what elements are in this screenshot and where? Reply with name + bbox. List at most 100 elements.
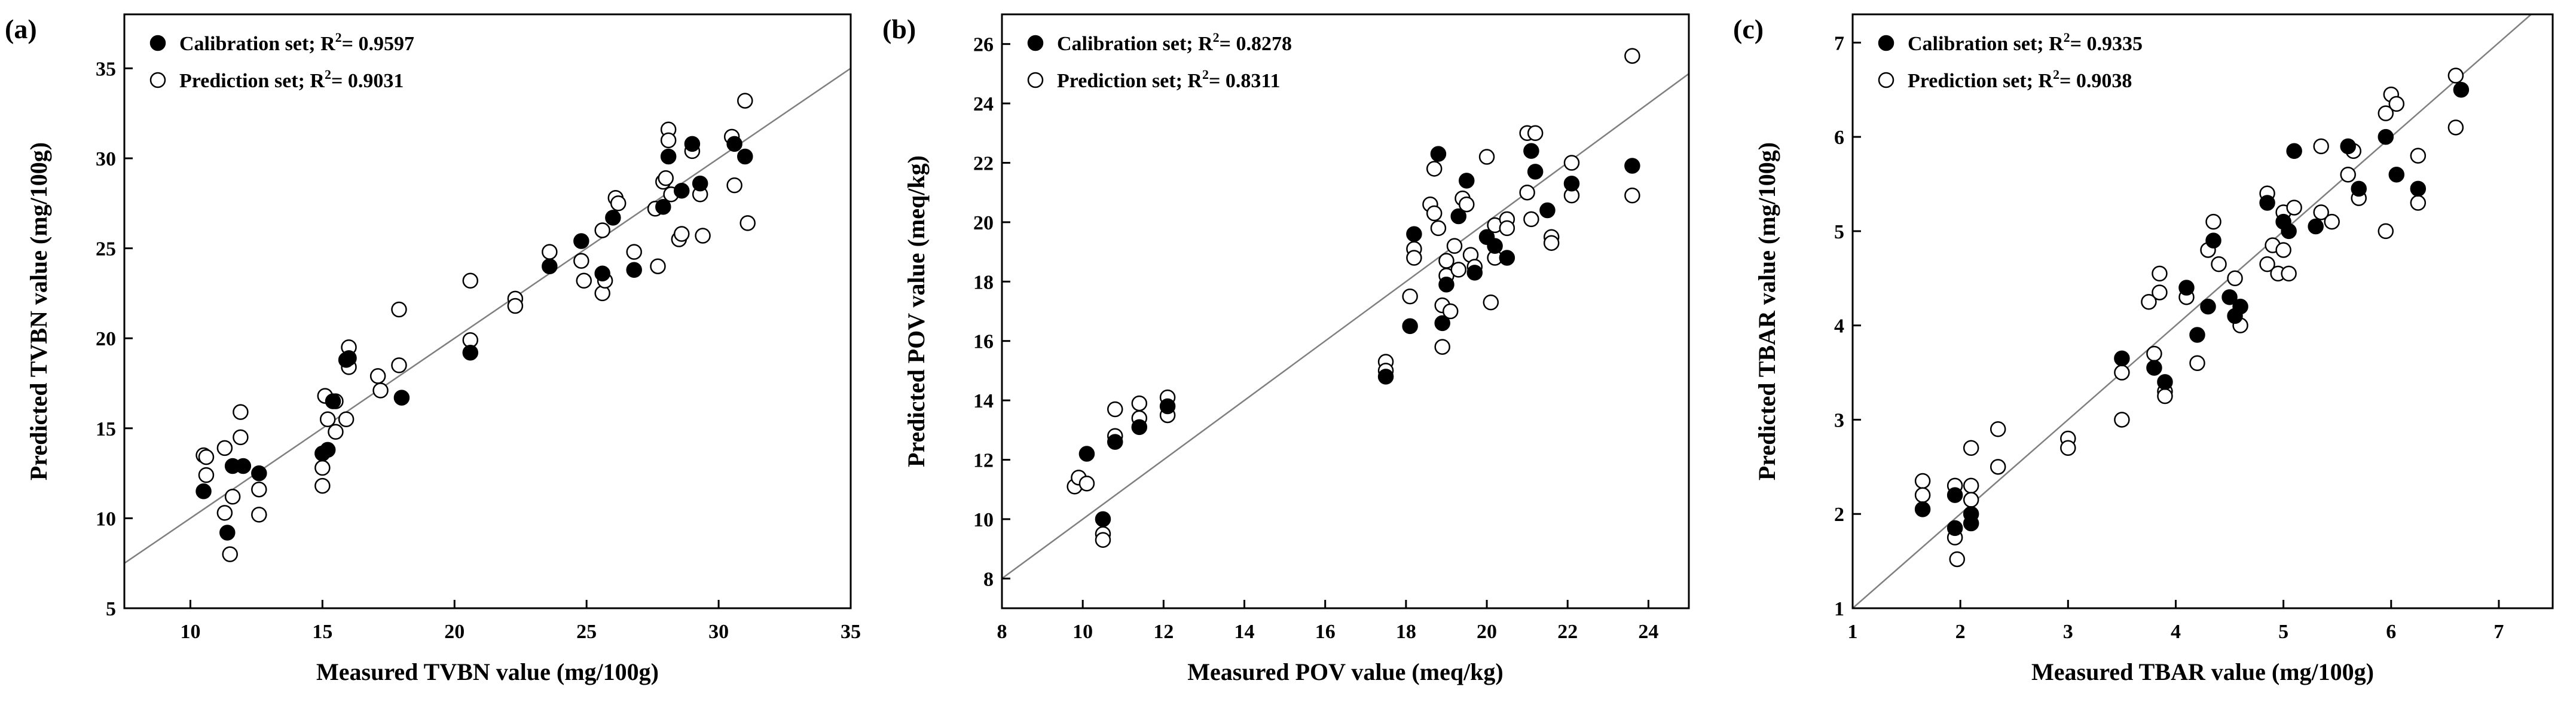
legend-value: = 0.8278 (1220, 33, 1292, 55)
prediction-point (2286, 200, 2302, 216)
calibration-point (2281, 223, 2297, 240)
y-axis-label: Predicted TVBN value (mg/100g) (25, 142, 52, 480)
x-tick-label: 10 (1072, 621, 1093, 643)
legend-text: Prediction set; R (1057, 70, 1202, 92)
calibration-point (673, 182, 690, 199)
x-tick-label: 6 (2386, 621, 2396, 643)
legend: Calibration set; R2= 0.9335 Prediction se… (1878, 30, 2143, 92)
prediction-point (2060, 440, 2076, 456)
x-tick-label: 15 (312, 621, 332, 643)
prediction-point (328, 424, 344, 440)
prediction-point (314, 477, 331, 494)
legend-superscript: 2 (2053, 67, 2059, 82)
calibration-point (1159, 398, 1176, 415)
prediction-point (740, 215, 756, 231)
legend-calibration-marker (1027, 35, 1044, 51)
y-tick-label: 15 (96, 418, 116, 440)
x-tick-label: 24 (1638, 621, 1658, 643)
prediction-point (2447, 68, 2464, 84)
calibration-point (2308, 218, 2324, 235)
y-axis-label: Predicted POV value (meq/kg) (903, 155, 930, 467)
prediction-point (2324, 213, 2340, 230)
legend-entry: Prediction set; R2= 0.8311 (1057, 67, 1280, 92)
calibration-point (1963, 505, 1979, 522)
x-tick-label: 14 (1234, 621, 1255, 643)
plot-frame (1001, 13, 1690, 609)
y-tick-label: 20 (973, 212, 994, 234)
prediction-point (726, 177, 742, 194)
prediction-point (610, 195, 627, 212)
legend-superscript: 2 (1202, 67, 1209, 82)
prediction-point (1450, 262, 1466, 278)
prediction-point (650, 258, 666, 274)
prediction-point (224, 488, 241, 505)
prediction-point (216, 505, 233, 521)
prediction-point (2447, 119, 2464, 136)
prediction-point (1963, 440, 1979, 456)
prediction-point (369, 368, 386, 384)
prediction-point (1402, 288, 1418, 305)
calibration-point (660, 148, 677, 165)
legend-text: Prediction set; R (1908, 70, 2053, 92)
identity-line (1852, 14, 2532, 609)
prediction-point (1949, 551, 1965, 568)
calibration-point (1078, 446, 1095, 462)
x-tick-label: 8 (997, 621, 1007, 643)
y-tick-label: 3 (1834, 409, 1844, 431)
prediction-point (251, 507, 267, 523)
y-tick-label: 26 (973, 34, 994, 56)
prediction-point (1078, 476, 1095, 492)
x-axis-label: Measured POV value (meq/kg) (1187, 658, 1504, 685)
calibration-point (195, 483, 212, 499)
prediction-point (198, 467, 215, 483)
prediction-point (216, 440, 233, 456)
prediction-point (319, 411, 336, 427)
calibration-series (1914, 81, 2470, 537)
prediction-point (251, 481, 267, 498)
calibration-point (542, 258, 558, 274)
calibration-point (1466, 265, 1483, 281)
prediction-point (2114, 364, 2130, 381)
prediction-point (673, 226, 690, 242)
prediction-point (658, 170, 674, 186)
prediction-point (462, 272, 479, 289)
prediction-point (1426, 205, 1443, 222)
identity-line (1001, 73, 1689, 580)
prediction-point (2340, 166, 2356, 183)
legend-value: = 0.9335 (2070, 33, 2143, 55)
legend-entry: Prediction set; R2= 0.9038 (1908, 67, 2132, 92)
prediction-point (1523, 211, 1539, 228)
prediction-point (2157, 388, 2173, 404)
calibration-point (251, 465, 267, 482)
prediction-point (1990, 421, 2006, 437)
x-tick-label: 25 (576, 621, 597, 643)
x-tick-label: 1 (1848, 621, 1858, 643)
prediction-point (2281, 265, 2297, 282)
x-tick-label: 10 (180, 621, 200, 643)
x-tick-label: 2 (1955, 621, 1966, 643)
y-tick-label: 1 (1834, 598, 1844, 620)
legend-value: = 0.9597 (342, 33, 414, 55)
prediction-point (2189, 355, 2205, 372)
x-tick-label: 16 (1315, 621, 1336, 643)
calibration-point (2157, 374, 2173, 390)
prediction-point (1478, 149, 1495, 165)
x-tick-label: 35 (841, 621, 861, 643)
calibration-point (2286, 143, 2302, 160)
calibration-point (2351, 180, 2367, 197)
y-tick-label: 8 (983, 568, 994, 590)
legend-entry: Calibration set; R2= 0.9335 (1908, 30, 2143, 55)
prediction-point (2388, 96, 2405, 112)
prediction-point (1446, 238, 1463, 254)
prediction-point (2114, 412, 2130, 428)
calibration-point (1527, 164, 1544, 180)
legend-text: Calibration set; R (179, 33, 335, 55)
calibration-point (1434, 315, 1450, 332)
y-tick-label: 25 (96, 238, 116, 261)
panel-label: (a) (5, 14, 37, 44)
calibration-point (1499, 250, 1515, 266)
legend-calibration-marker (149, 35, 166, 51)
prediction-point (2410, 195, 2427, 211)
prediction-point (737, 93, 753, 109)
